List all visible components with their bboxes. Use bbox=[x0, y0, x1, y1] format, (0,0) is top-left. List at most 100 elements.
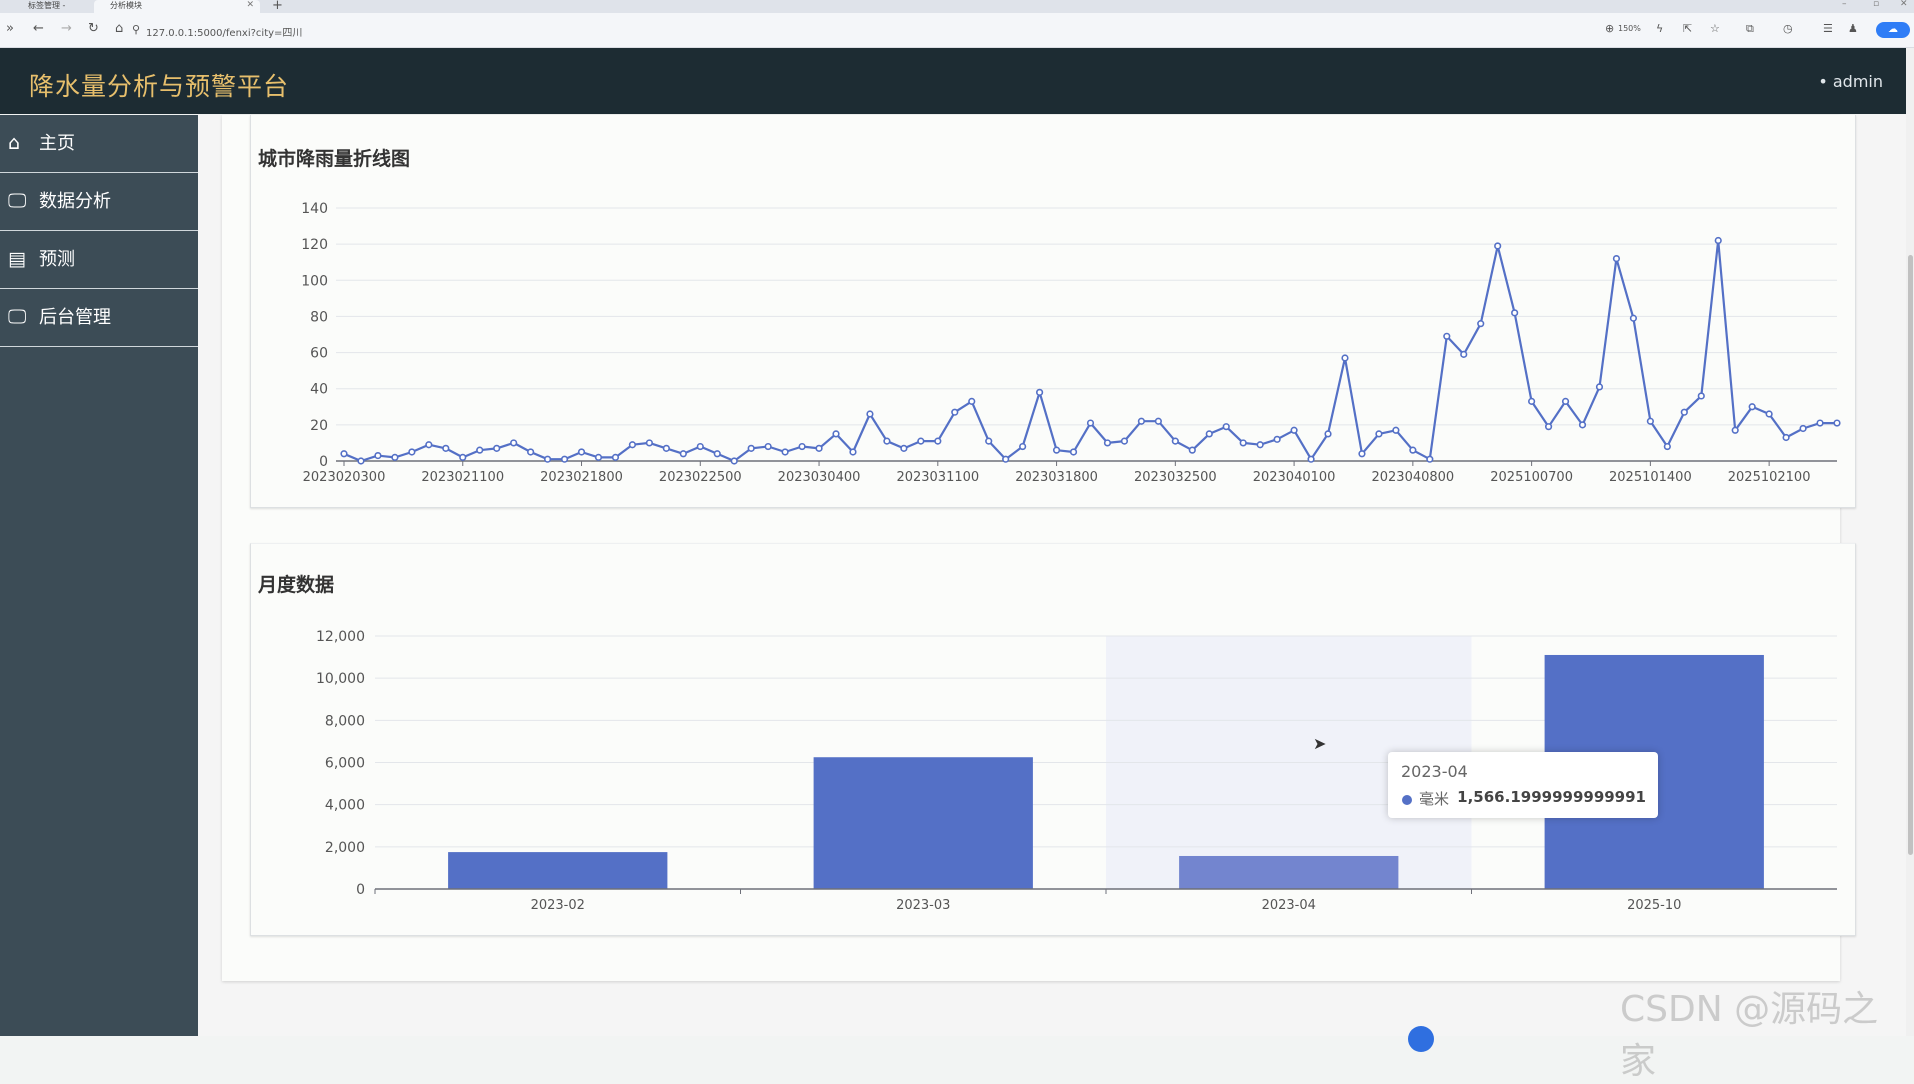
bar-chart[interactable]: 0 2,000 4,000 6,000 8,000 10,000 12,000 2023-02… bbox=[251, 544, 1855, 935]
data-point bbox=[679, 450, 687, 458]
y-tick-label: 140 bbox=[301, 201, 328, 217]
data-point bbox=[408, 448, 416, 456]
data-point bbox=[1273, 435, 1281, 443]
x-tick-label: 2023031800 bbox=[1015, 470, 1098, 485]
browser-tab-active[interactable]: 分析模块 ✕ bbox=[94, 0, 260, 13]
data-point bbox=[1341, 354, 1349, 362]
sidebar-item-label: 预测 bbox=[39, 249, 75, 270]
minimize-icon[interactable]: – bbox=[1842, 0, 1847, 9]
y-tick-label: 20 bbox=[310, 418, 328, 434]
data-point bbox=[1019, 442, 1027, 451]
data-point bbox=[849, 448, 857, 456]
data-point bbox=[815, 444, 823, 452]
content-card: 城市降雨量折线图 0 20 40 60 80 100 120 140 2023020300 202… bbox=[222, 115, 1856, 981]
main-content: 城市降雨量折线图 0 20 40 60 80 100 120 140 2023020300 202… bbox=[198, 115, 1906, 1036]
menu-icon[interactable]: ☰ bbox=[1823, 22, 1833, 35]
data-point bbox=[1714, 236, 1722, 245]
zoom-level[interactable]: 150% bbox=[1618, 24, 1641, 33]
data-point bbox=[1782, 433, 1790, 442]
data-point bbox=[1256, 441, 1264, 449]
browser-tab[interactable]: 标签管理 - bbox=[12, 0, 92, 13]
monitor-icon: 🖵 bbox=[8, 190, 27, 212]
sidebar-item-admin[interactable]: 🖵 后台管理 bbox=[0, 289, 198, 347]
data-point bbox=[1290, 426, 1298, 434]
flash-icon[interactable]: ϟ bbox=[1656, 22, 1664, 35]
forward-icon[interactable]: → bbox=[61, 21, 72, 36]
star-icon[interactable]: ☆ bbox=[1710, 22, 1720, 35]
data-point bbox=[730, 457, 738, 465]
address-bar: » ← → ↻ ⌂ ⚲ 127.0.0.1:5000/fenxi?city=四川… bbox=[0, 13, 1914, 48]
x-tick-label: 2023-04 bbox=[1262, 898, 1316, 913]
mouse-cursor-icon: ➤ bbox=[1313, 734, 1327, 753]
data-point bbox=[493, 444, 501, 452]
data-point bbox=[442, 444, 450, 452]
data-point bbox=[1816, 419, 1824, 427]
app-title: 降水量分析与预警平台 bbox=[29, 72, 290, 101]
cloud-icon[interactable]: ☁ bbox=[1876, 22, 1910, 38]
y-tick-label: 4,000 bbox=[325, 798, 365, 814]
reload-icon[interactable]: ↻ bbox=[88, 21, 99, 36]
scrollbar-thumb[interactable] bbox=[1908, 255, 1913, 855]
data-point bbox=[560, 455, 569, 463]
extensions-icon[interactable]: ⧉ bbox=[1746, 22, 1754, 35]
account-icon[interactable]: ♟ bbox=[1848, 22, 1858, 35]
x-tick-label: 2023021800 bbox=[540, 470, 623, 485]
bar bbox=[1179, 855, 1399, 889]
data-point bbox=[1171, 437, 1179, 445]
y-tick-label: 10,000 bbox=[316, 671, 365, 687]
tab-close-icon[interactable]: ✕ bbox=[246, 0, 254, 10]
floating-button[interactable] bbox=[1408, 1026, 1434, 1052]
line-chart[interactable]: 0 20 40 60 80 100 120 140 2023020300 2023021100 20… bbox=[251, 115, 1855, 507]
data-point bbox=[951, 408, 959, 416]
data-point bbox=[900, 444, 908, 452]
data-point bbox=[594, 453, 603, 461]
window-close-icon[interactable]: ✕ bbox=[1900, 0, 1908, 9]
data-point bbox=[1086, 419, 1095, 427]
x-tick-label: 2023040100 bbox=[1253, 470, 1336, 485]
data-point bbox=[934, 437, 942, 445]
history-icon[interactable]: ◷ bbox=[1783, 22, 1793, 35]
data-point bbox=[713, 450, 721, 458]
home-icon[interactable]: ⌂ bbox=[115, 21, 124, 36]
y-tick-label: 6,000 bbox=[325, 756, 365, 772]
chart-tooltip: 2023-04 毫米 1,566.1999999999991 bbox=[1388, 752, 1658, 818]
data-point bbox=[374, 451, 382, 460]
data-point bbox=[1799, 424, 1807, 433]
share-icon[interactable]: ⇱ bbox=[1683, 22, 1693, 35]
url-field[interactable]: 127.0.0.1:5000/fenxi?city=四川 bbox=[146, 28, 303, 39]
x-tick-label: 2025100700 bbox=[1490, 470, 1573, 485]
data-point bbox=[1477, 320, 1485, 328]
monitor-icon: 🖵 bbox=[8, 306, 27, 328]
data-point bbox=[1239, 439, 1247, 447]
tooltip-value: 1,566.1999999999991 bbox=[1457, 788, 1646, 806]
watermark: CSDN @源码之家 bbox=[1620, 989, 1879, 1082]
line-chart-title: 城市降雨量折线图 bbox=[258, 148, 411, 170]
back-icon[interactable]: ← bbox=[33, 21, 44, 36]
data-point bbox=[985, 437, 993, 445]
data-point bbox=[577, 448, 586, 456]
data-point bbox=[1680, 408, 1688, 416]
data-point bbox=[1460, 350, 1468, 358]
sidebar-item-home[interactable]: ⌂ 主页 bbox=[0, 115, 198, 173]
data-point bbox=[1375, 430, 1383, 438]
data-point bbox=[1205, 430, 1213, 438]
y-tick-label: 120 bbox=[301, 237, 328, 253]
zoom-icon[interactable]: ⊕ bbox=[1605, 22, 1615, 35]
data-point bbox=[425, 441, 433, 449]
x-tick-label: 2023020300 bbox=[303, 470, 386, 485]
data-point bbox=[1307, 455, 1315, 463]
sidebar-item-forecast[interactable]: ▤ 预测 bbox=[0, 231, 198, 289]
data-point bbox=[459, 453, 467, 461]
y-tick-label: 0 bbox=[319, 454, 328, 470]
expand-icon[interactable]: » bbox=[6, 21, 14, 36]
data-point bbox=[1595, 383, 1604, 391]
sidebar-item-analysis[interactable]: 🖵 数据分析 bbox=[0, 173, 198, 231]
data-point bbox=[1002, 455, 1010, 463]
user-menu[interactable]: • admin bbox=[1818, 72, 1883, 91]
data-point bbox=[391, 453, 399, 461]
series-color-icon bbox=[1402, 795, 1412, 805]
new-tab-icon[interactable]: + bbox=[272, 0, 283, 13]
maximize-icon[interactable]: ▫ bbox=[1873, 0, 1880, 9]
y-tick-label: 40 bbox=[310, 382, 328, 398]
data-point bbox=[1052, 446, 1061, 454]
